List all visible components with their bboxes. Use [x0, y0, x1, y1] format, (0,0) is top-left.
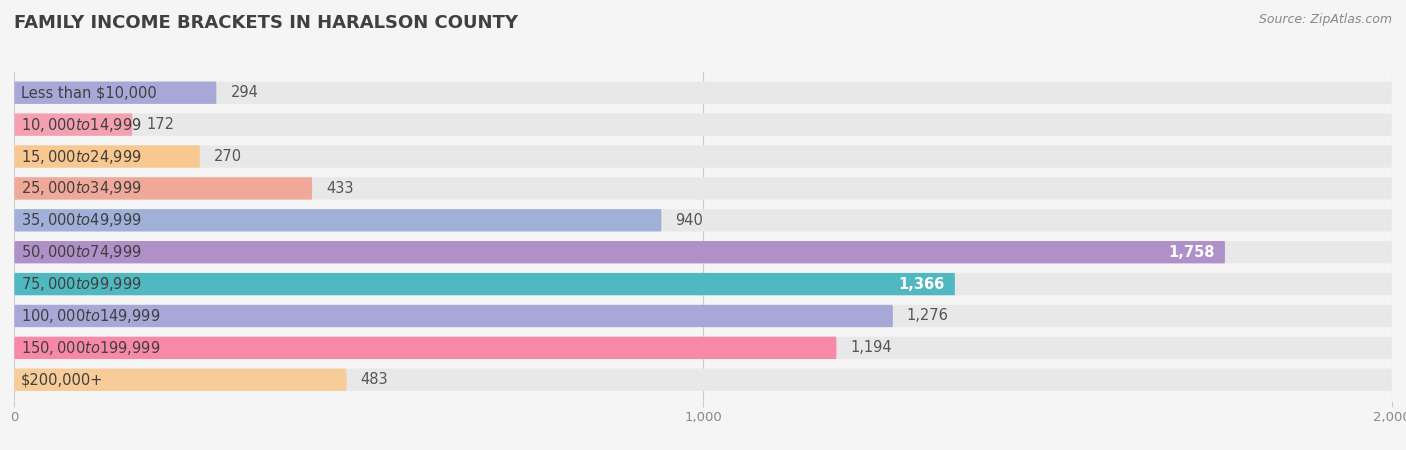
FancyBboxPatch shape — [14, 337, 1392, 359]
FancyBboxPatch shape — [14, 369, 1392, 391]
Text: $200,000+: $200,000+ — [21, 372, 104, 387]
FancyBboxPatch shape — [14, 145, 200, 168]
FancyBboxPatch shape — [14, 81, 1392, 104]
Text: $100,000 to $149,999: $100,000 to $149,999 — [21, 307, 160, 325]
FancyBboxPatch shape — [14, 145, 1392, 168]
FancyBboxPatch shape — [14, 273, 955, 295]
Text: 1,758: 1,758 — [1168, 245, 1215, 260]
Text: $50,000 to $74,999: $50,000 to $74,999 — [21, 243, 142, 261]
Text: Less than $10,000: Less than $10,000 — [21, 85, 157, 100]
FancyBboxPatch shape — [14, 177, 1392, 199]
Text: 294: 294 — [231, 85, 259, 100]
Text: $35,000 to $49,999: $35,000 to $49,999 — [21, 212, 142, 230]
FancyBboxPatch shape — [14, 273, 1392, 295]
Text: Source: ZipAtlas.com: Source: ZipAtlas.com — [1258, 14, 1392, 27]
FancyBboxPatch shape — [14, 113, 1392, 136]
Text: 483: 483 — [360, 372, 388, 387]
FancyBboxPatch shape — [14, 113, 132, 136]
Text: $10,000 to $14,999: $10,000 to $14,999 — [21, 116, 142, 134]
Text: $75,000 to $99,999: $75,000 to $99,999 — [21, 275, 142, 293]
Text: 1,366: 1,366 — [898, 277, 945, 292]
Text: $25,000 to $34,999: $25,000 to $34,999 — [21, 180, 142, 198]
FancyBboxPatch shape — [14, 241, 1392, 263]
FancyBboxPatch shape — [14, 241, 1225, 263]
Text: 270: 270 — [214, 149, 242, 164]
Text: $150,000 to $199,999: $150,000 to $199,999 — [21, 339, 160, 357]
FancyBboxPatch shape — [14, 177, 312, 199]
FancyBboxPatch shape — [14, 369, 346, 391]
Text: 172: 172 — [146, 117, 174, 132]
Text: FAMILY INCOME BRACKETS IN HARALSON COUNTY: FAMILY INCOME BRACKETS IN HARALSON COUNT… — [14, 14, 517, 32]
FancyBboxPatch shape — [14, 305, 1392, 327]
Text: $15,000 to $24,999: $15,000 to $24,999 — [21, 148, 142, 166]
FancyBboxPatch shape — [14, 337, 837, 359]
FancyBboxPatch shape — [14, 209, 661, 231]
Text: 1,276: 1,276 — [907, 309, 949, 324]
Text: 433: 433 — [326, 181, 354, 196]
FancyBboxPatch shape — [14, 305, 893, 327]
Text: 1,194: 1,194 — [851, 340, 891, 356]
FancyBboxPatch shape — [14, 209, 1392, 231]
Text: 940: 940 — [675, 213, 703, 228]
FancyBboxPatch shape — [14, 81, 217, 104]
